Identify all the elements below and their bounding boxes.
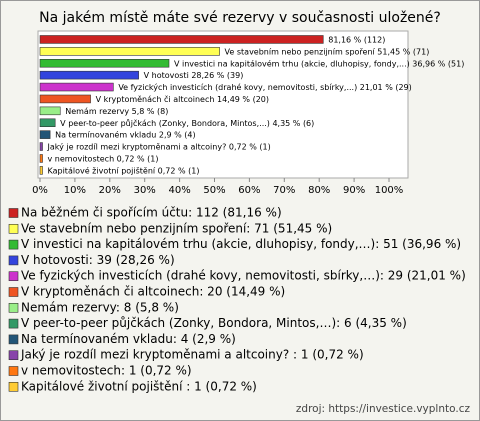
x-tick-label: 80% xyxy=(308,185,330,196)
x-tick-label: 100% xyxy=(375,185,404,196)
data-label: 81,16 % (112) xyxy=(328,35,385,44)
bar xyxy=(39,118,56,128)
x-tick-label: 70% xyxy=(273,185,295,196)
legend-swatch xyxy=(8,366,19,376)
legend-label: V hotovosti: 39 (28,26 %) xyxy=(21,253,175,267)
x-tick-label: 50% xyxy=(203,185,225,196)
bar xyxy=(39,70,139,80)
bar xyxy=(39,106,61,116)
legend-label: Na běžném či spořícím účtu: 112 (81,16 %… xyxy=(21,206,282,220)
legend-label: V peer-to-peer půjčkách (Zonky, Bondora,… xyxy=(21,316,407,330)
bar xyxy=(39,35,324,44)
legend-swatch xyxy=(8,239,19,250)
legend-label: Kapitálové životní pojištění : 1 (0,72 %… xyxy=(21,379,257,393)
data-label: V investici na kapitálovém trhu (akcie, … xyxy=(174,58,464,68)
source: zdroj: https://investice.vyplnto.cz xyxy=(296,403,471,415)
legend-swatch xyxy=(8,302,19,313)
data-label: v nemovitostech 0,72 % (1) xyxy=(48,154,159,163)
legend-label: v nemovitostech: 1 (0,72 %) xyxy=(21,364,192,378)
bar xyxy=(39,47,220,56)
legend-swatch xyxy=(8,271,19,282)
legend-swatch xyxy=(8,208,19,218)
chart-title: Na jakém místě máte své rezervy v součas… xyxy=(39,10,441,26)
data-label: V kryptoměnách či altcoinech 14,49 % (20… xyxy=(96,94,269,104)
legend-swatch xyxy=(8,287,19,297)
x-tick-label: 90% xyxy=(343,185,365,196)
legend-label: Jaký je rozdíl mezi kryptoměnami a altco… xyxy=(20,348,364,362)
bar xyxy=(39,58,170,68)
x-tick-label: 0% xyxy=(32,185,48,196)
data-label: Jaký je rozdíl mezi kryptoměnami a altco… xyxy=(47,143,271,152)
x-tick-label: 40% xyxy=(168,185,190,196)
bar xyxy=(39,94,91,104)
legend-label: Nemám rezervy: 8 (5,8 %) xyxy=(21,300,179,314)
data-label: V hotovosti 28,26 % (39) xyxy=(144,71,244,80)
legend-swatch xyxy=(8,334,19,345)
data-label: Ve fyzických investicích (drahé kovy, ne… xyxy=(118,82,411,92)
x-tick-label: 20% xyxy=(99,185,121,196)
bar xyxy=(39,154,43,163)
data-label: Na termínovaném vkladu 2,9 % (4) xyxy=(55,130,196,140)
data-label: Ve stavebním nebo penzijním spoření 51,4… xyxy=(225,47,430,56)
legend-swatch xyxy=(8,350,19,361)
x-tick-label: 10% xyxy=(64,185,86,196)
legend-label: V kryptoměnách či altcoinech: 20 (14,49 … xyxy=(21,285,285,299)
bar xyxy=(39,142,43,151)
x-tick-label: 60% xyxy=(238,185,260,196)
data-label: Kapitálové životní pojištění 0,72 % (1) xyxy=(48,165,200,175)
legend-swatch xyxy=(8,255,19,266)
bar xyxy=(39,130,51,139)
data-label: V peer-to-peer půjčkách (Zonky, Bondora,… xyxy=(60,118,314,128)
data-label: Nemám rezervy 5,8 % (8) xyxy=(65,107,168,116)
legend-label: V investici na kapitálovém trhu (akcie, … xyxy=(21,237,461,251)
bar xyxy=(39,82,114,92)
legend-swatch xyxy=(8,318,19,329)
legend-label: Ve fyzických investicích (drahé kovy, ne… xyxy=(21,269,466,283)
x-tick-label: 30% xyxy=(134,185,156,196)
bar xyxy=(39,166,43,175)
legend-label: Ve stavebním nebo penzijním spoření: 71 … xyxy=(21,221,332,235)
legend-swatch xyxy=(8,381,19,392)
legend-label: Na termínovaném vkladu: 4 (2,9 %) xyxy=(21,332,236,346)
legend-swatch xyxy=(8,224,19,234)
